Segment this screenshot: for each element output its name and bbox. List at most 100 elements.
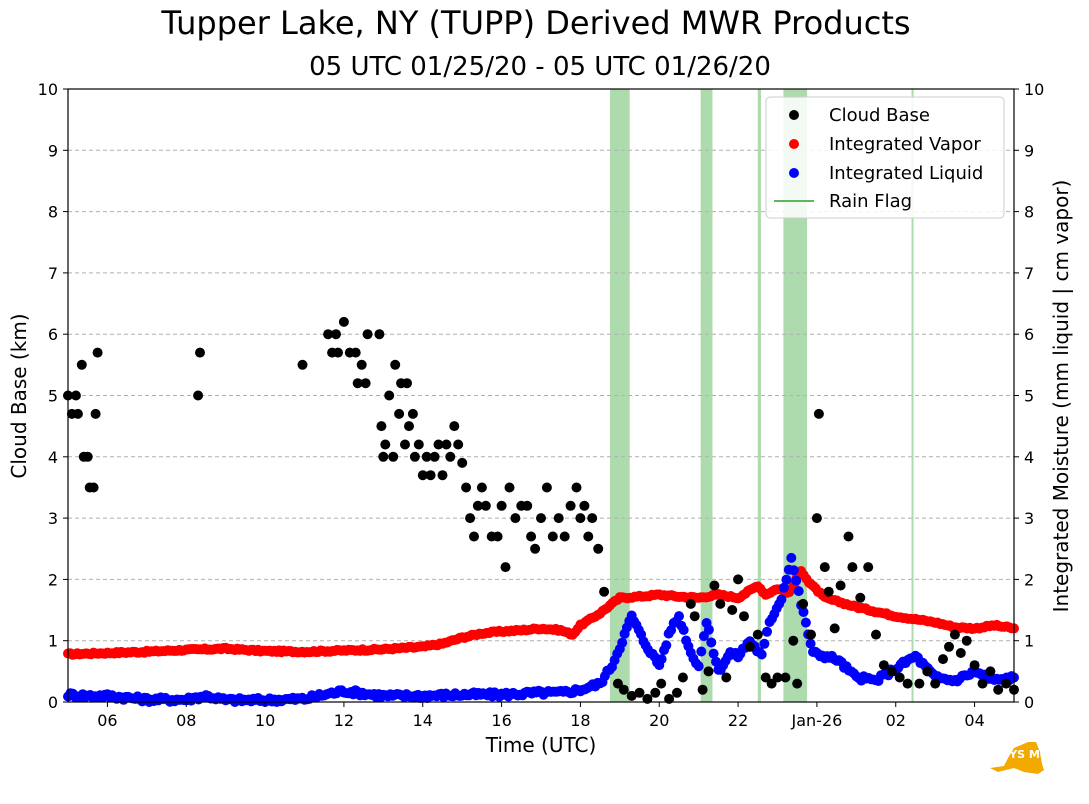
cloud-base-point bbox=[961, 635, 972, 646]
cloud-base-point bbox=[390, 359, 401, 370]
cloud-base-point bbox=[985, 666, 996, 677]
cloud-base-point bbox=[847, 562, 858, 573]
x-tick-label: Jan-26 bbox=[791, 711, 843, 730]
cloud-base-point bbox=[894, 672, 905, 683]
cloud-base-point bbox=[90, 408, 101, 419]
y-tick-label-left: 0 bbox=[48, 693, 58, 712]
cloud-base-point bbox=[1001, 678, 1012, 689]
cloud-base-point bbox=[727, 605, 738, 615]
liquid-point bbox=[762, 626, 772, 637]
cloud-base-point bbox=[715, 598, 726, 609]
legend-box bbox=[765, 96, 1005, 219]
y-axis-label-left: Cloud Base (km) bbox=[7, 313, 31, 478]
cloud-base-point bbox=[374, 329, 385, 340]
cloud-base-point bbox=[788, 635, 799, 646]
liquid-point bbox=[800, 617, 811, 628]
cloud-base-point bbox=[587, 513, 598, 524]
cloud-base-point bbox=[618, 684, 629, 695]
cloud-base-point bbox=[672, 687, 682, 698]
liquid-point bbox=[759, 638, 770, 649]
cloud-base-point bbox=[453, 439, 464, 450]
x-tick-label: 06 bbox=[97, 711, 117, 730]
cloud-base-point bbox=[703, 666, 714, 677]
y-tick-label-right: 4 bbox=[1024, 448, 1034, 467]
cloud-base-point bbox=[421, 451, 432, 462]
y-tick-label-left: 4 bbox=[48, 448, 58, 467]
rain-flag-band bbox=[609, 89, 630, 702]
legend-marker-cloud-base bbox=[789, 110, 799, 120]
cloud-base-point bbox=[530, 543, 541, 554]
cloud-base-point bbox=[930, 678, 941, 689]
y-axis-label-right: Integrated Moisture (mm liquid | cm vapo… bbox=[1049, 180, 1073, 613]
cloud-base-point bbox=[709, 580, 720, 591]
liquid-point bbox=[756, 649, 767, 660]
cloud-base-point bbox=[461, 482, 472, 493]
liquid-point bbox=[786, 552, 797, 563]
cloud-base-point bbox=[579, 500, 590, 511]
y-tick-label-right: 10 bbox=[1024, 80, 1044, 99]
cloud-base-point bbox=[886, 666, 897, 677]
cloud-base-point bbox=[82, 451, 93, 462]
legend-label-rain: Rain Flag bbox=[829, 191, 912, 212]
y-tick-label-left: 7 bbox=[48, 264, 58, 283]
liquid-point bbox=[617, 637, 628, 648]
cloud-base-point bbox=[380, 439, 391, 450]
cloud-base-point bbox=[949, 629, 960, 640]
cloud-base-point bbox=[356, 359, 367, 370]
cloud-base-point bbox=[811, 513, 822, 524]
cloud-base-point bbox=[297, 359, 308, 370]
series-integrated-liquid bbox=[63, 552, 1019, 707]
cloud-base-point bbox=[813, 408, 824, 419]
cloud-base-point bbox=[806, 629, 816, 640]
cloud-base-point bbox=[739, 611, 749, 622]
x-tick-label: 08 bbox=[176, 711, 196, 730]
chart-subtitle: 05 UTC 01/25/20 - 05 UTC 01/26/20 bbox=[309, 52, 771, 82]
y-tick-label-right: 1 bbox=[1024, 632, 1034, 651]
x-tick-label: 10 bbox=[255, 711, 275, 730]
cloud-base-point bbox=[685, 598, 696, 609]
y-tick-label-left: 5 bbox=[48, 387, 58, 406]
cloud-base-point bbox=[333, 347, 343, 358]
x-tick-label: 04 bbox=[964, 711, 984, 730]
cloud-base-point bbox=[360, 378, 371, 389]
liquid-point bbox=[693, 661, 704, 672]
y-tick-label-right: 6 bbox=[1024, 325, 1034, 344]
y-tick-label-right: 5 bbox=[1024, 387, 1034, 406]
cloud-base-point bbox=[565, 500, 576, 511]
cloud-base-point bbox=[92, 347, 103, 358]
cloud-base-point bbox=[433, 439, 444, 450]
cloud-base-point bbox=[553, 513, 564, 524]
x-tick-label: 18 bbox=[570, 711, 590, 730]
cloud-base-point bbox=[407, 408, 418, 419]
cloud-base-point bbox=[650, 687, 661, 698]
liquid-point bbox=[778, 582, 789, 593]
cloud-base-point bbox=[902, 678, 913, 689]
liquid-point bbox=[661, 640, 672, 651]
cloud-base-point bbox=[465, 513, 476, 524]
liquid-point bbox=[805, 638, 816, 649]
series-layer bbox=[63, 316, 1019, 707]
cloud-base-point bbox=[425, 470, 436, 481]
y-tick-label-right: 2 bbox=[1024, 570, 1034, 589]
cloud-base-point bbox=[634, 687, 645, 698]
cloud-base-point bbox=[378, 451, 389, 462]
cloud-base-point bbox=[70, 390, 81, 401]
liquid-point bbox=[678, 625, 689, 635]
series-cloud-base bbox=[63, 316, 1019, 704]
liquid-point bbox=[791, 575, 802, 586]
liquid-point bbox=[776, 594, 787, 605]
logo-text: NYS Mesonet bbox=[1000, 748, 1076, 761]
cloud-base-point bbox=[792, 678, 803, 689]
cloud-base-point bbox=[445, 451, 456, 462]
rain-flag-band bbox=[911, 89, 914, 702]
cloud-base-point bbox=[744, 641, 755, 652]
cloud-base-point bbox=[626, 690, 637, 701]
cloud-base-point bbox=[835, 580, 846, 591]
cloud-base-point bbox=[469, 531, 479, 542]
liquid-point bbox=[703, 624, 714, 635]
y-tick-label-left: 9 bbox=[48, 141, 58, 160]
cloud-base-point bbox=[404, 421, 414, 432]
cloud-base-point bbox=[863, 562, 874, 573]
x-tick-label: 22 bbox=[728, 711, 748, 730]
